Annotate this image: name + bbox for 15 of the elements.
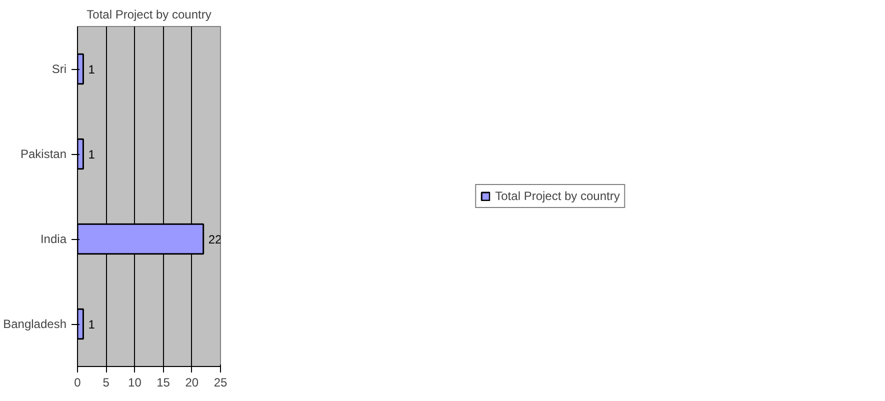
y-tick-label: Bangladesh: [3, 317, 67, 331]
x-tick-label: 10: [128, 376, 142, 390]
x-tick-label: 5: [102, 376, 110, 390]
y-tick-label: India: [40, 232, 67, 246]
data-label: 1: [88, 148, 96, 162]
data-label: 1: [88, 62, 96, 76]
x-tick-label: 0: [74, 376, 82, 390]
y-tick-label: Pakistan: [20, 147, 67, 161]
x-tick-label: 20: [185, 376, 199, 390]
legend-label: Total Project by country: [495, 189, 620, 203]
x-tick-label: 15: [156, 376, 170, 390]
y-tick-label: Sri: [52, 62, 67, 76]
chart-title: Total Project by country: [86, 8, 212, 22]
x-tick-label: 25: [214, 376, 228, 390]
data-label: 1: [88, 318, 96, 332]
